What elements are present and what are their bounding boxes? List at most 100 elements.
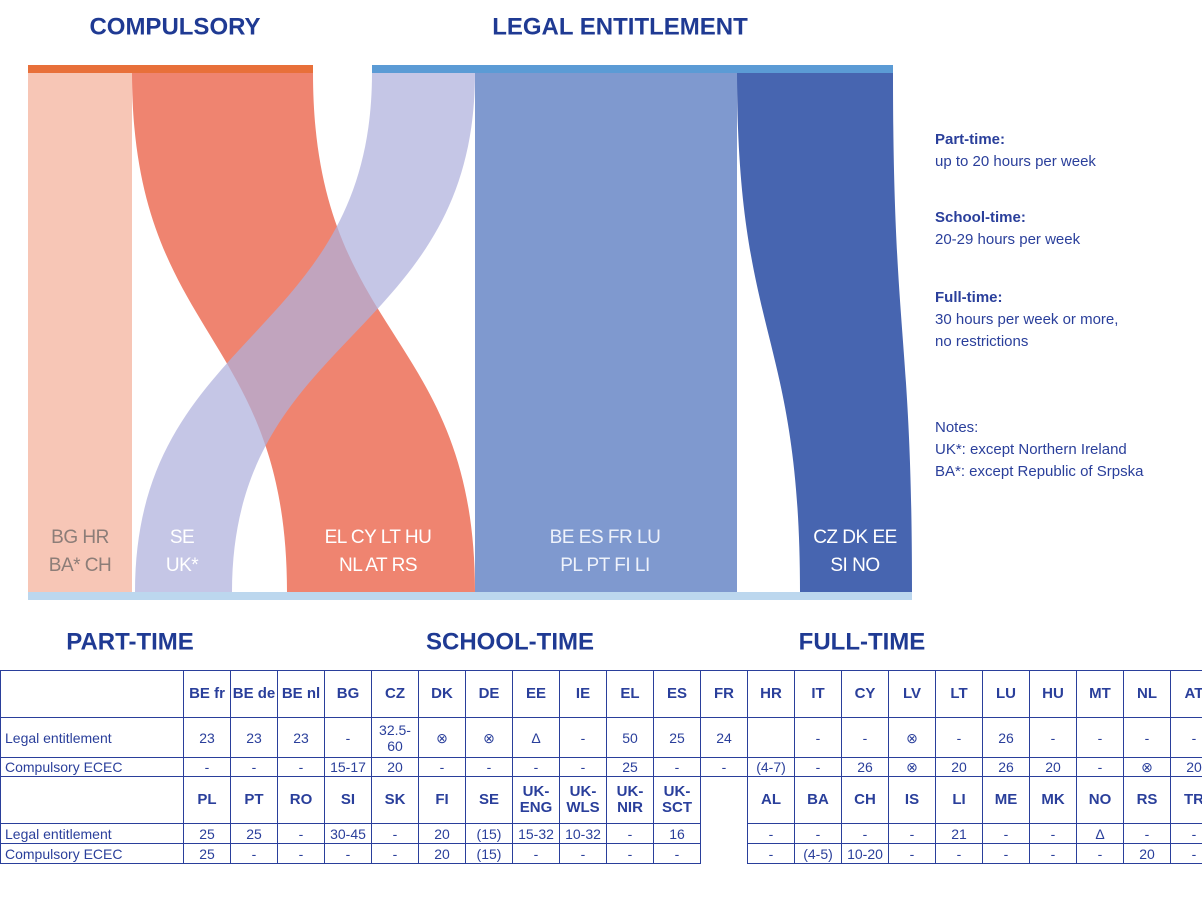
cell: - <box>512 757 560 777</box>
cell: 23 <box>230 717 278 758</box>
corner-cell <box>0 776 184 824</box>
cell: 25 <box>183 843 231 864</box>
header-cell: IT <box>794 670 842 718</box>
cell: 20 <box>1170 757 1202 777</box>
cell: (4-7) <box>747 757 795 777</box>
header-row: PL PT RO SI SK FI SE UK-ENG UK-WLS UK-NIR UK-SCT AL… <box>0 776 1202 824</box>
cell: - <box>1029 843 1077 864</box>
notes-title: Notes: <box>935 419 978 436</box>
header-cell: EL <box>606 670 654 718</box>
entitlement-bar <box>372 65 893 73</box>
cell: 10-20 <box>841 843 889 864</box>
note: UK*: except Northern Ireland <box>935 441 1127 458</box>
header-cell: BA <box>794 776 842 824</box>
cell: - <box>371 823 419 844</box>
cell: - <box>1170 717 1202 758</box>
cell: - <box>794 717 842 758</box>
legend-term: Part-time: <box>935 131 1005 148</box>
cell: (15) <box>465 823 513 844</box>
cell: (15) <box>465 843 513 864</box>
flow-full-entitlement <box>737 73 912 592</box>
cell: 26 <box>982 717 1030 758</box>
heading: LEGAL ENTITLEMENT <box>492 13 748 40</box>
cell: 15-32 <box>512 823 560 844</box>
cell: - <box>418 757 466 777</box>
flow-label: CZ DK EE <box>813 527 897 548</box>
row: Compulsory ECEC 25- - - -20 (15) - - - - - (4-5) 10-… <box>0 843 1202 864</box>
cell: - <box>935 843 983 864</box>
cell: 50 <box>606 717 654 758</box>
header-cell: AL <box>747 776 795 824</box>
row-label: Legal entitlement <box>0 717 184 758</box>
cell: - <box>794 757 842 777</box>
cell: - <box>1029 823 1077 844</box>
header-cell: BG <box>324 670 372 718</box>
header-cell: NL <box>1123 670 1171 718</box>
header-cell: PT <box>230 776 278 824</box>
header-cell: CY <box>841 670 889 718</box>
header-cell: LV <box>888 670 936 718</box>
heading: SCHOOL-TIME <box>426 628 594 655</box>
cell <box>747 717 795 758</box>
header-cell: UK-SCT <box>653 776 701 824</box>
header-cell: ME <box>982 776 1030 824</box>
row-label: Compulsory ECEC <box>0 843 184 864</box>
header-cell: DE <box>465 670 513 718</box>
cell: 26 <box>982 757 1030 777</box>
cell: 10-32 <box>559 823 607 844</box>
cell: - <box>1123 823 1171 844</box>
cell: ⊗ <box>465 717 513 758</box>
cell <box>700 823 748 844</box>
cell: - <box>794 823 842 844</box>
cell: - <box>559 843 607 864</box>
legend-text: 20-29 hours per week <box>935 231 1081 248</box>
cell: 25 <box>230 823 278 844</box>
header-cell: EE <box>512 670 560 718</box>
header-cell: UK-NIR <box>606 776 654 824</box>
row-label: Compulsory ECEC <box>0 757 184 777</box>
diagram: COMPULSORY LEGAL ENTITLEMENT PART-TIME S… <box>28 13 1144 655</box>
cell: - <box>183 757 231 777</box>
header-cell: SI <box>324 776 372 824</box>
cell: 26 <box>841 757 889 777</box>
header-cell: MT <box>1076 670 1124 718</box>
cell: 30-45 <box>324 823 372 844</box>
cell: - <box>324 843 372 864</box>
header-cell: UK-WLS <box>559 776 607 824</box>
cell: - <box>935 717 983 758</box>
heading: FULL-TIME <box>799 628 926 655</box>
header-cell: PL <box>183 776 231 824</box>
header-cell: SK <box>371 776 419 824</box>
flow-label: SE <box>170 527 194 548</box>
cell: - <box>1076 717 1124 758</box>
header-cell: UK-ENG <box>512 776 560 824</box>
note: BA*: except Republic of Srpska <box>935 463 1144 480</box>
cell <box>700 843 748 864</box>
heading: COMPULSORY <box>89 13 260 40</box>
header-cell: DK <box>418 670 466 718</box>
cell: 20 <box>1029 757 1077 777</box>
cell: (4-5) <box>794 843 842 864</box>
cell: Δ <box>1076 823 1124 844</box>
flow-label: BA* CH <box>49 555 111 576</box>
cell: 20 <box>418 843 466 864</box>
cell: ⊗ <box>888 757 936 777</box>
header-cell: TR <box>1170 776 1202 824</box>
header-cell: SE <box>465 776 513 824</box>
cell: - <box>371 843 419 864</box>
cell: - <box>700 757 748 777</box>
cell: 15-17 <box>324 757 372 777</box>
header-cell: AT <box>1170 670 1202 718</box>
header-cell: LI <box>935 776 983 824</box>
header-cell: FR <box>700 670 748 718</box>
cell: 24 <box>700 717 748 758</box>
cell: 23 <box>277 717 325 758</box>
cell: 20 <box>1123 843 1171 864</box>
cell: 20 <box>935 757 983 777</box>
cell: - <box>888 843 936 864</box>
legend-text: up to 20 hours per week <box>935 153 1096 170</box>
flow-label: SI NO <box>830 555 879 576</box>
cell: - <box>1170 843 1202 864</box>
cell: - <box>606 823 654 844</box>
header-cell: BE de <box>230 670 278 718</box>
